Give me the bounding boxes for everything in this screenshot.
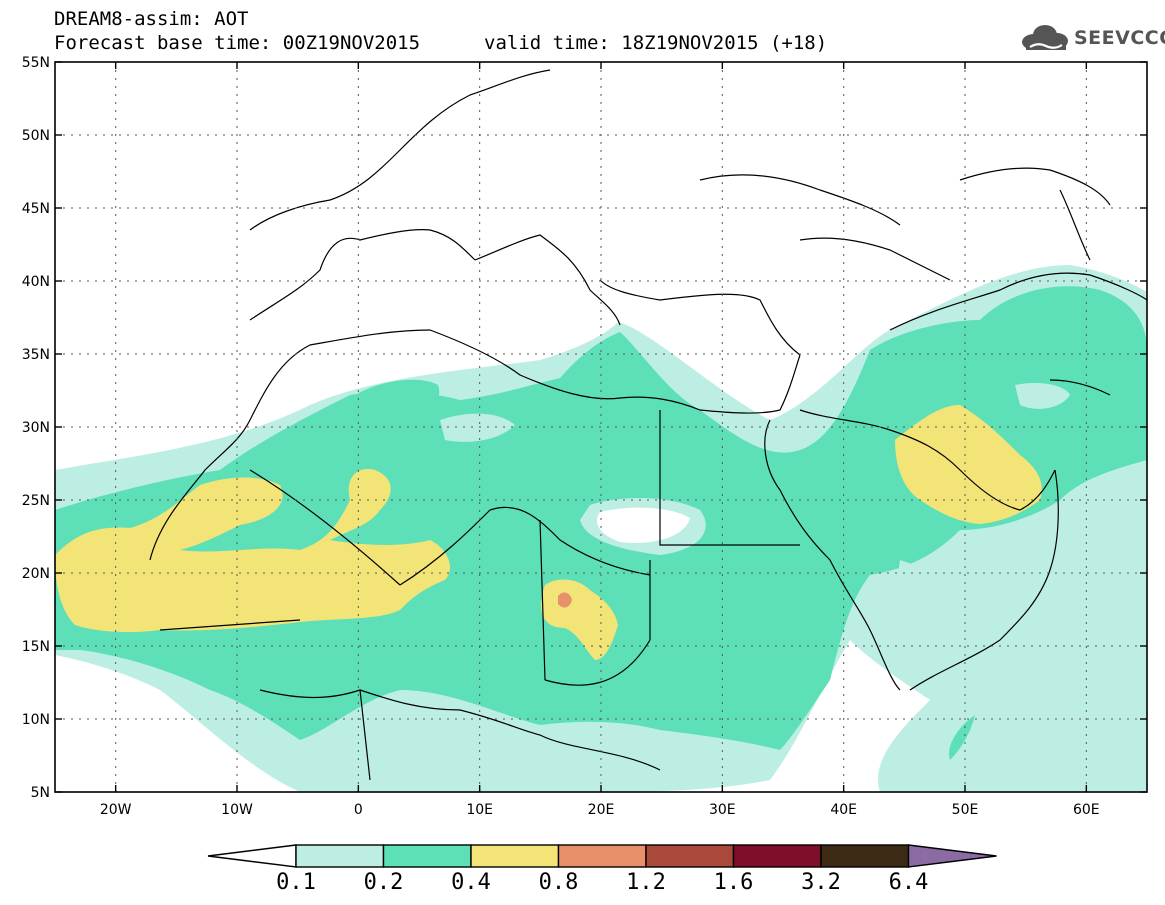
forecast-base-time: Forecast base time: 00Z19NOV2015: [54, 32, 421, 54]
colorbar-arrow-right: [907, 844, 997, 868]
lat-label: 30N: [22, 420, 50, 436]
colorbar-label: 0.2: [364, 870, 404, 895]
graticule: [55, 62, 1147, 792]
lon-label: 10E: [466, 802, 493, 818]
lon-label: 60E: [1073, 802, 1100, 818]
cloud-icon: [1022, 25, 1068, 50]
lat-label: 25N: [22, 493, 50, 509]
colorbar-swatch: [295, 844, 385, 868]
colorbar-swatch: [557, 844, 647, 868]
colorbar-label: 0.4: [451, 870, 491, 895]
lon-label: 40E: [830, 802, 857, 818]
lon-label: 50E: [952, 802, 979, 818]
colorbar-arrow-left: [207, 844, 297, 868]
aot-field: [55, 265, 1147, 792]
coastlines: [149, 69, 1147, 781]
colorbar-label: 6.4: [889, 870, 929, 895]
lat-label: 55N: [22, 55, 50, 71]
colorbar-swatch: [470, 844, 560, 868]
lon-label: 20E: [588, 802, 615, 818]
aot-level-0-1-white: [596, 507, 690, 543]
colorbar-label: 1.2: [626, 870, 666, 895]
lat-label: 50N: [22, 128, 50, 144]
lon-axis: 20W 10W 0 10E 20E 30E 40E 50E 60E: [100, 62, 1100, 818]
colorbar-swatch: [732, 844, 822, 868]
colorbar-swatch: [382, 844, 472, 868]
lon-label: 0: [354, 802, 363, 818]
lon-label: 10W: [221, 802, 253, 818]
seevccc-logo: SEEVCCC: [1018, 22, 1165, 54]
lat-label: 5N: [31, 785, 50, 801]
lat-axis: 55N 50N 45N 40N 35N 30N 25N 20N 15N 10N 5N: [22, 55, 1147, 801]
lat-label: 10N: [22, 712, 50, 728]
colorbar-label: 0.8: [539, 870, 579, 895]
aot-level-0-8: [558, 592, 572, 608]
lat-label: 20N: [22, 566, 50, 582]
colorbar-label: 1.6: [714, 870, 754, 895]
colorbar: 0.1 0.2 0.4 0.8 1.2 1.6 3.2 6.4: [207, 844, 997, 895]
lon-label: 20W: [100, 802, 132, 818]
lat-label: 35N: [22, 347, 50, 363]
lat-label: 15N: [22, 639, 50, 655]
valid-time: valid time: 18Z19NOV2015 (+18): [484, 32, 828, 54]
lat-label: 45N: [22, 201, 50, 217]
colorbar-label: 3.2: [801, 870, 841, 895]
colorbar-label: 0.1: [276, 870, 316, 895]
colorbar-swatch: [820, 844, 910, 868]
lat-label: 40N: [22, 274, 50, 290]
colorbar-swatch: [645, 844, 735, 868]
map-title: DREAM8-assim: AOT: [54, 8, 249, 30]
logo-text: SEEVCCC: [1074, 27, 1165, 49]
lon-label: 30E: [709, 802, 736, 818]
